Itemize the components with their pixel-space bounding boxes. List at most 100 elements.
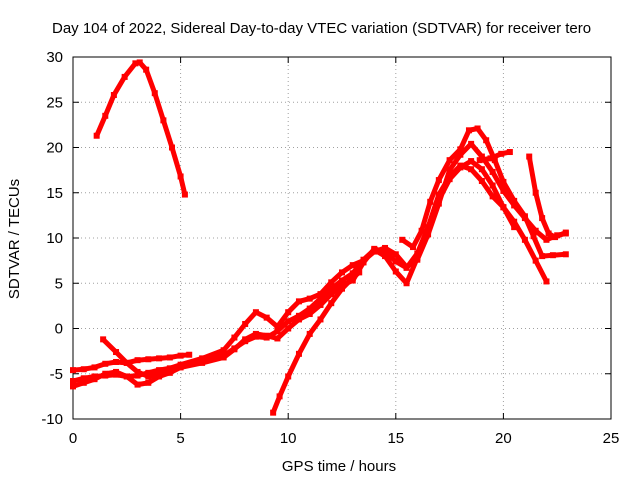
data-point-arc-5 — [371, 248, 378, 255]
data-point-arc-5 — [414, 256, 421, 263]
x-axis-label: GPS time / hours — [282, 458, 396, 475]
data-point-arc-5 — [306, 295, 313, 302]
series-line-arc-8 — [526, 154, 569, 240]
data-point-arc-7 — [474, 125, 481, 132]
y-axis-label: SDTVAR / TECUs — [6, 179, 23, 299]
data-point-arc-8 — [526, 153, 533, 160]
data-point-arc-7 — [511, 197, 518, 204]
data-point-arc-4 — [70, 383, 76, 390]
data-point-arc-5 — [199, 355, 206, 362]
series-line-arc-6 — [270, 269, 362, 416]
data-point-arc-5 — [285, 309, 292, 316]
data-point-arc-4 — [231, 346, 238, 353]
data-point-arc-1 — [143, 66, 150, 73]
data-point-arc-3 — [511, 224, 518, 231]
data-point-arc-3 — [274, 328, 281, 335]
data-point-arc-2 — [134, 357, 141, 364]
data-point-arc-5 — [242, 320, 249, 327]
data-point-arc-4 — [123, 373, 130, 380]
y-tick-label: 30 — [46, 49, 63, 66]
x-tick-label: 10 — [280, 430, 297, 447]
data-point-arc-5 — [339, 269, 345, 276]
x-tick-label: 25 — [603, 430, 620, 447]
data-point-arc-6 — [349, 274, 356, 281]
data-point-arc-4 — [511, 218, 518, 225]
data-point-arc-3 — [328, 285, 335, 292]
data-point-arc-2 — [102, 360, 109, 367]
data-point-arc-4 — [532, 257, 539, 264]
data-point-arc-2 — [91, 364, 98, 371]
data-point-arc-5 — [425, 231, 432, 238]
x-tick-label: 0 — [69, 430, 77, 447]
data-point-arc-4 — [274, 335, 281, 342]
data-point-arc-4 — [328, 291, 335, 298]
series-line-arc-4 — [70, 163, 549, 389]
data-point-arc-4 — [80, 379, 87, 386]
data-point-arc-2 — [70, 367, 76, 374]
data-point-arc-1 — [168, 144, 175, 151]
data-point-arc-4 — [295, 316, 302, 323]
data-point-arc-5 — [446, 167, 453, 174]
data-point-arc-4 — [478, 177, 485, 184]
data-point-arc-5 — [295, 298, 302, 305]
data-point-arc-1 — [177, 173, 184, 180]
data-point-arc-9 — [487, 155, 494, 162]
data-point-arc-6 — [356, 269, 363, 276]
series-line-arc-7 — [399, 126, 569, 259]
data-point-arc-5 — [220, 347, 227, 354]
chart-title: Day 104 of 2022, Sidereal Day-to-day VTE… — [52, 20, 591, 37]
data-point-arc-4 — [317, 301, 324, 308]
series-line-arc-5 — [100, 141, 569, 379]
data-point-arc-7 — [418, 227, 425, 234]
grid-layer — [73, 57, 611, 419]
y-tick-label: 0 — [55, 321, 63, 338]
data-point-arc-3 — [392, 268, 399, 275]
data-point-arc-1 — [132, 60, 139, 67]
data-point-arc-4 — [91, 376, 98, 383]
data-point-arc-8 — [545, 230, 552, 237]
data-point-arc-7 — [446, 157, 453, 164]
y-tick-label: 10 — [46, 230, 63, 247]
data-point-arc-7 — [562, 251, 569, 258]
series-layer — [70, 59, 569, 416]
y-tick-label: -5 — [50, 366, 63, 383]
data-point-arc-4 — [252, 330, 259, 337]
data-point-arc-4 — [457, 162, 464, 169]
data-point-arc-7 — [549, 252, 556, 259]
tick-layer: 0 5 10 15 20 25 -10 -5 0 5 10 15 20 25 30 — [41, 49, 619, 447]
data-point-arc-5 — [113, 349, 120, 356]
data-point-arc-5 — [500, 187, 507, 194]
data-point-arc-3 — [134, 372, 141, 379]
data-point-arc-3 — [403, 280, 410, 287]
data-point-arc-6 — [317, 316, 324, 323]
data-point-arc-5 — [263, 314, 270, 321]
data-point-arc-7 — [500, 178, 507, 185]
data-point-arc-4 — [468, 166, 475, 173]
data-point-arc-3 — [70, 377, 76, 384]
data-point-arc-5 — [231, 334, 238, 341]
data-point-arc-3 — [468, 158, 475, 165]
data-point-arc-2 — [186, 351, 193, 358]
data-point-arc-4 — [242, 336, 249, 343]
data-point-arc-4 — [285, 325, 292, 332]
data-point-arc-5 — [403, 263, 410, 270]
data-point-arc-5 — [123, 359, 130, 366]
data-point-arc-7 — [521, 213, 528, 220]
data-point-arc-5 — [457, 151, 464, 158]
data-point-arc-6 — [295, 350, 302, 357]
data-point-arc-5 — [177, 361, 184, 368]
data-point-arc-5 — [349, 262, 356, 269]
data-point-arc-3 — [489, 182, 496, 189]
y-tick-label: -10 — [41, 411, 63, 428]
data-point-arc-4 — [521, 236, 528, 243]
data-point-arc-1 — [181, 191, 188, 198]
data-point-arc-5 — [166, 365, 173, 372]
x-tick-label: 15 — [387, 430, 404, 447]
data-point-arc-7 — [491, 157, 498, 164]
data-point-arc-3 — [317, 295, 324, 302]
data-point-arc-4 — [166, 369, 173, 376]
x-tick-label: 20 — [495, 430, 512, 447]
data-point-arc-5 — [156, 370, 163, 377]
data-point-arc-5 — [145, 373, 152, 380]
data-point-arc-5 — [478, 153, 485, 160]
